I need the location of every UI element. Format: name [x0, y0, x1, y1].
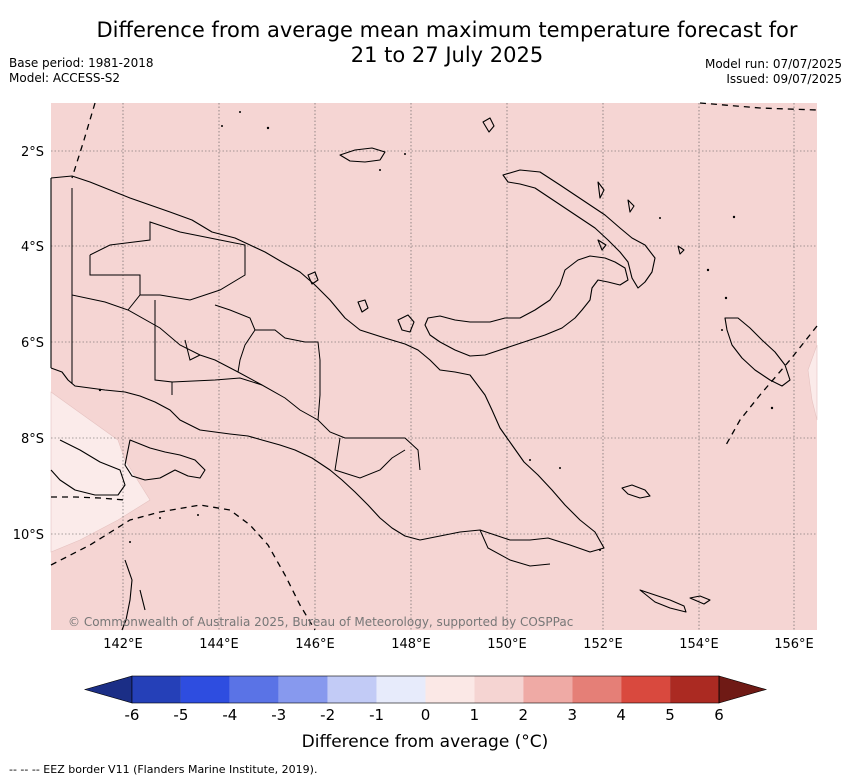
colorbar-tick-label: -6	[125, 706, 140, 724]
lat-label: 6°S	[21, 336, 44, 351]
colorbar-tick-label: -1	[369, 706, 384, 724]
lon-label: 154°E	[679, 637, 719, 652]
graticule	[51, 103, 817, 630]
colorbar-segment	[229, 676, 279, 703]
lat-label: 4°S	[21, 240, 44, 255]
lat-label: 8°S	[21, 432, 44, 447]
colorbar-tick-label: -5	[173, 706, 188, 724]
eez-borders	[50, 102, 818, 631]
colorbar-frame	[131, 675, 720, 704]
colorbar-tick-label: 0	[421, 706, 431, 724]
lat-label: 10°S	[13, 528, 44, 543]
lon-label: 144°E	[199, 637, 239, 652]
colorbar-tick-label: -2	[320, 706, 335, 724]
colorbar-segment	[376, 676, 426, 703]
light-anomaly-region	[50, 391, 151, 553]
map-background	[51, 103, 817, 630]
colorbar	[83, 675, 768, 704]
colorbar-segment	[523, 676, 573, 703]
colorbar-tick-label: 3	[567, 706, 577, 724]
colorbar-segment	[425, 676, 475, 703]
latitude-labels: 2°S 4°S 6°S 8°S 10°S	[13, 145, 44, 543]
colorbar-tick-label: 5	[665, 706, 675, 724]
colorbar-segment	[474, 676, 524, 703]
model-info: Base period: 1981-2018 Model: ACCESS-S2	[9, 56, 154, 86]
lon-label: 150°E	[487, 637, 527, 652]
lon-label: 156°E	[774, 637, 814, 652]
colorbar-tick-label: 6	[714, 706, 724, 724]
issued-date: Issued: 09/07/2025	[726, 72, 842, 86]
colorbar-tick-label: -3	[271, 706, 286, 724]
colorbar-segment	[278, 676, 328, 703]
colorbar-segment	[670, 676, 719, 703]
lon-label: 152°E	[583, 637, 623, 652]
colorbar-tick-label: 4	[616, 706, 626, 724]
lat-label: 2°S	[21, 145, 44, 160]
colorbar-segment	[132, 676, 181, 703]
lon-label: 148°E	[391, 637, 431, 652]
colorbar-tick-label: 2	[519, 706, 529, 724]
colorbar-segment	[621, 676, 671, 703]
colorbar-tick-label: -4	[222, 706, 237, 724]
longitude-labels: 142°E 144°E 146°E 148°E 150°E 152°E 154°…	[103, 637, 814, 652]
colorbar-under-triangle	[83, 675, 133, 704]
title-line-1: Difference from average mean maximum tem…	[96, 18, 798, 42]
base-period: Base period: 1981-2018	[9, 56, 154, 70]
title-line-2: 21 to 27 July 2025	[350, 43, 544, 67]
model-run: Model run: 07/07/2025	[704, 57, 842, 71]
colorbar-segment	[180, 676, 230, 703]
run-info: Model run: 07/07/2025 Issued: 09/07/2025	[705, 57, 842, 87]
minor-islands	[98, 111, 774, 551]
colorbar-over-triangle	[718, 675, 768, 704]
colorbar-tick-label: 1	[470, 706, 480, 724]
colorbar-tick-labels: -6 -5 -4 -3 -2 -1 0 1 2 3 4 5 6	[125, 706, 724, 724]
copyright-text: © Commonwealth of Australia 2025, Bureau…	[68, 615, 573, 629]
lon-label: 142°E	[103, 637, 143, 652]
model-name: Model: ACCESS-S2	[9, 71, 121, 85]
eez-legend-note: -- -- -- EEZ border V11 (Flanders Marine…	[9, 763, 318, 776]
colorbar-segment	[327, 676, 377, 703]
province-borders	[71, 188, 551, 567]
light-anomaly-region-east	[807, 344, 818, 421]
colorbar-segment	[572, 676, 622, 703]
lon-label: 146°E	[295, 637, 335, 652]
map-title: Difference from average mean maximum tem…	[60, 18, 834, 68]
colorbar-label: Difference from average (°C)	[301, 732, 549, 752]
coastlines	[50, 117, 791, 631]
